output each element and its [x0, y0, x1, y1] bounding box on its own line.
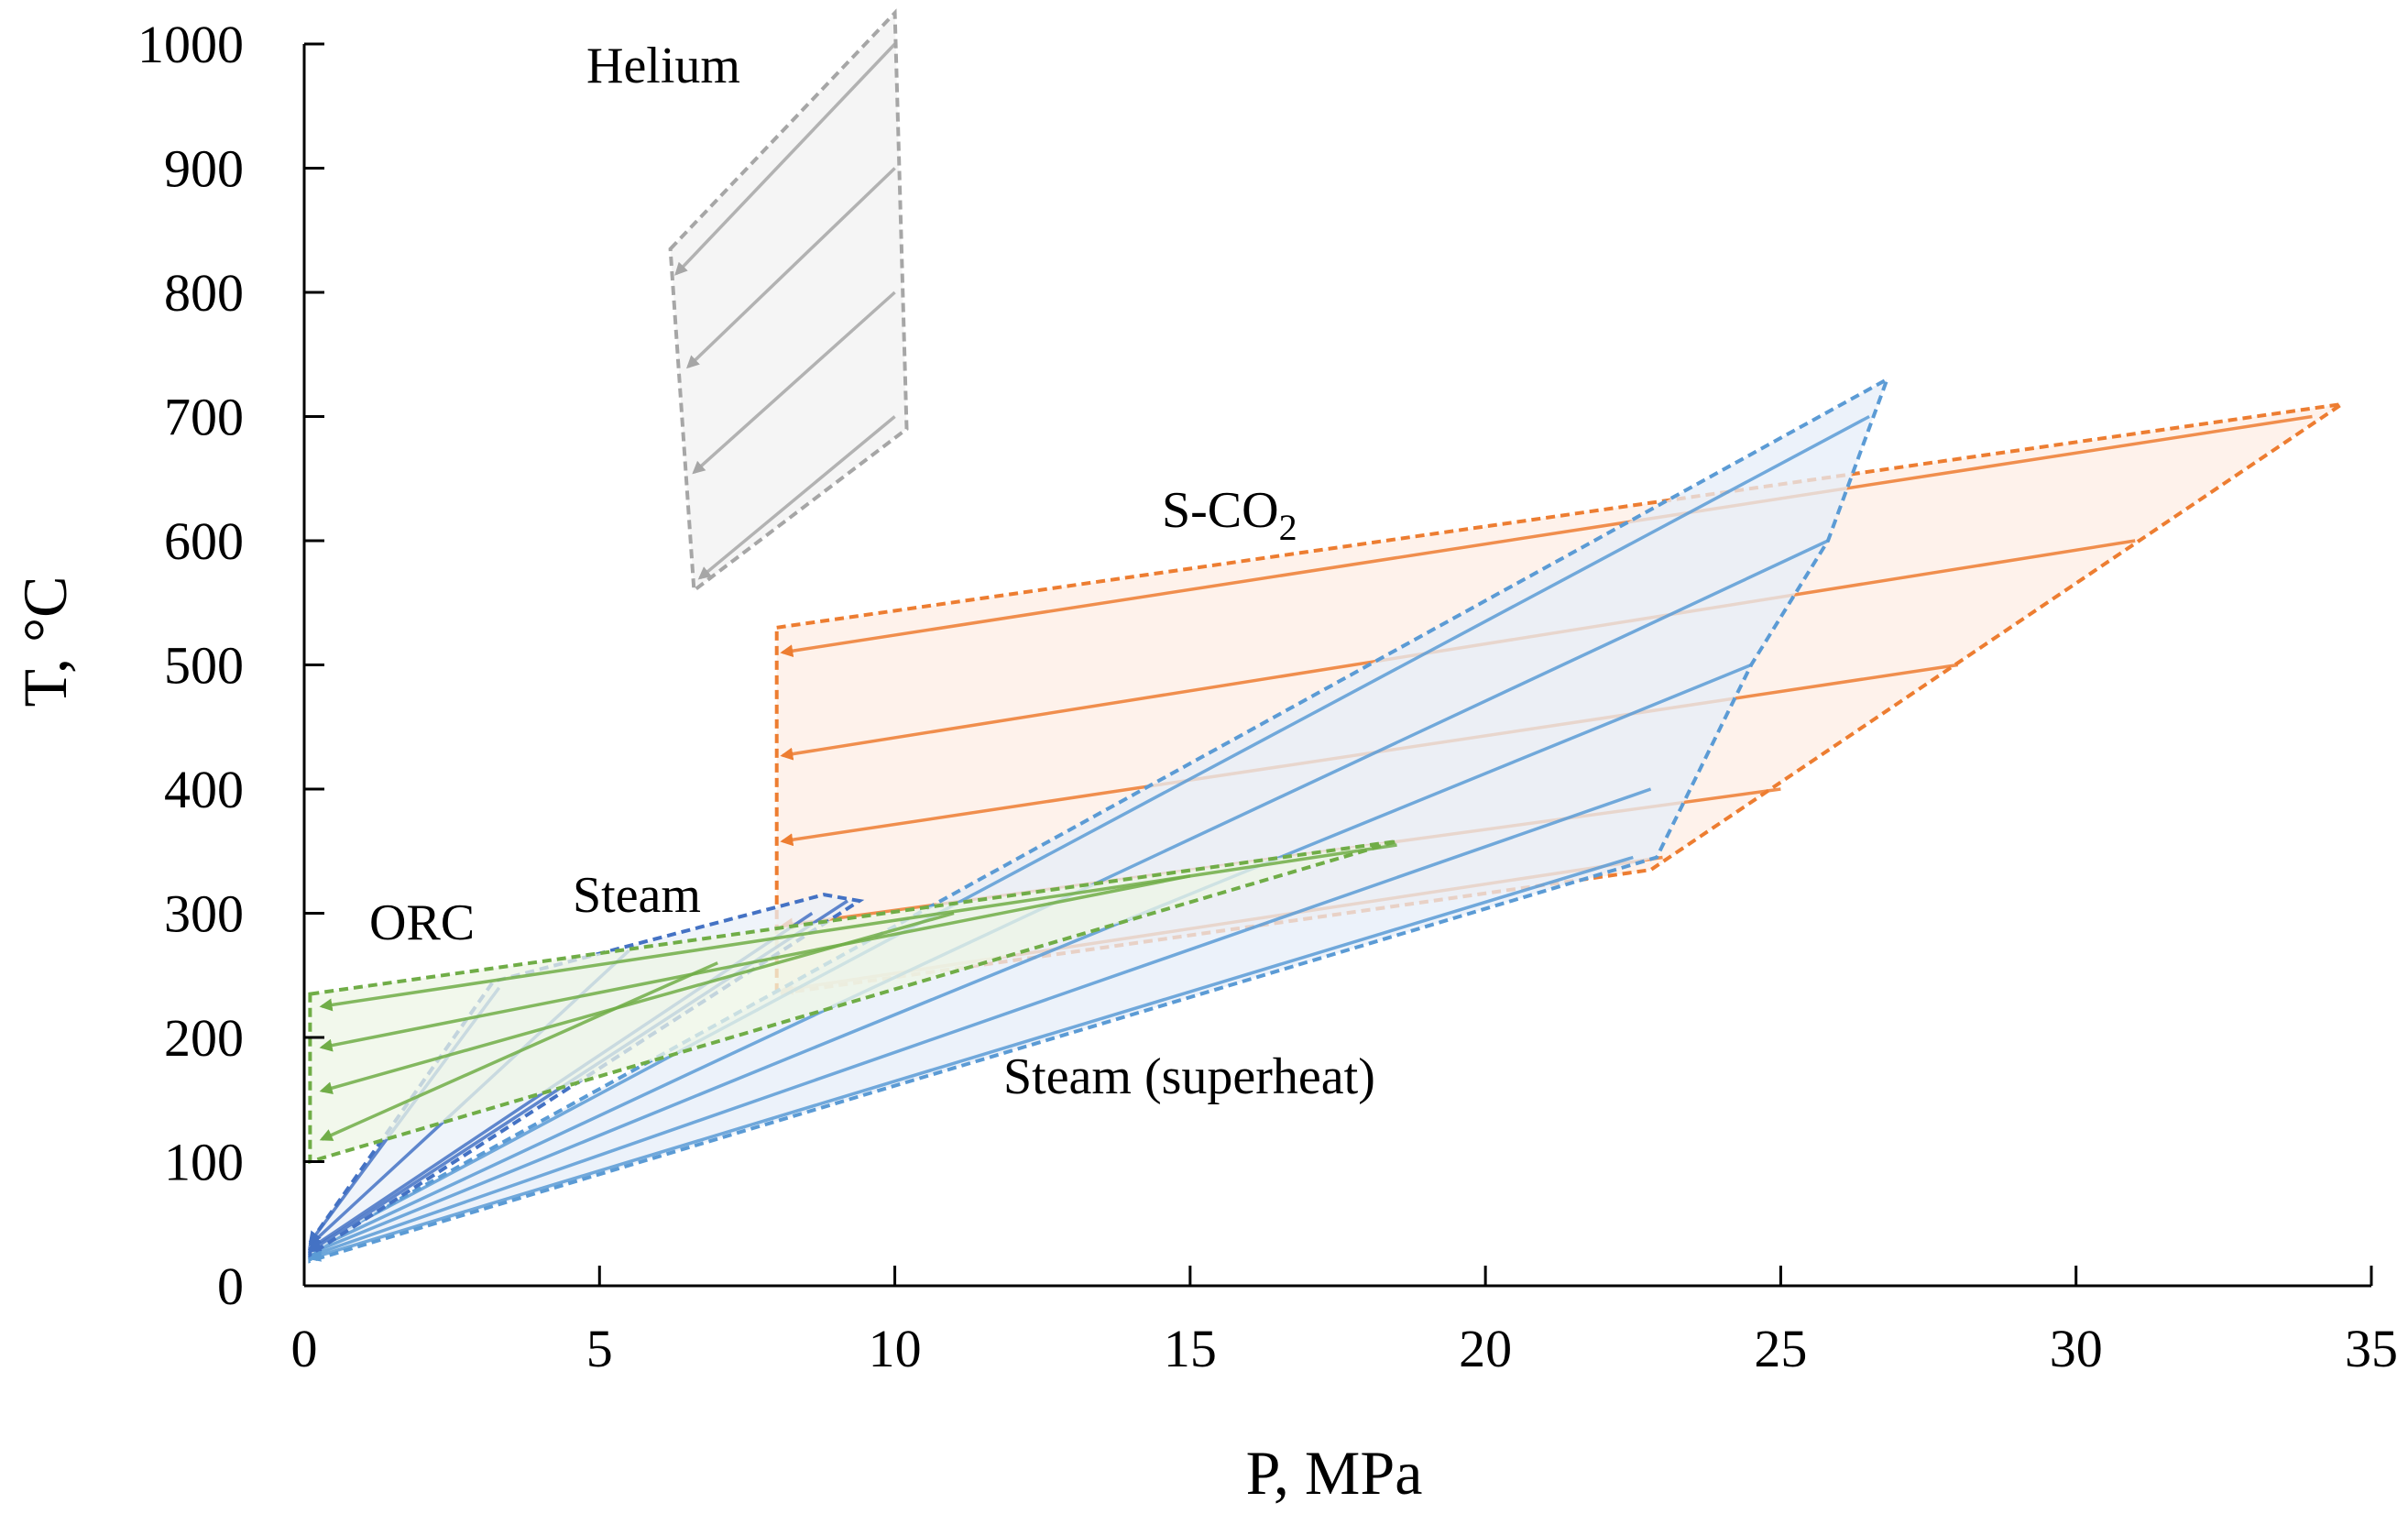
- steam-label: Steam: [573, 867, 701, 924]
- region-labels: Helium S-CO2 Steam (superheat) Steam ORC: [369, 38, 1375, 1105]
- x-tick-label: 25: [1754, 1319, 1807, 1378]
- steam-superheat-path-5: [307, 855, 1634, 1262]
- helium-path-2: [685, 167, 896, 369]
- steam-superheat-envelope: [308, 375, 1891, 1264]
- orc-label: ORC: [369, 894, 475, 951]
- helium-path-4: [697, 415, 896, 580]
- plot-regions: [307, 8, 2343, 1264]
- x-tick-label: 35: [2345, 1319, 2398, 1378]
- y-tick-label: 600: [164, 511, 244, 571]
- steam-superheat-path-4: [307, 787, 1652, 1259]
- steam-superheat-path-3: [307, 663, 1752, 1256]
- y-tick-label: 400: [164, 760, 244, 819]
- y-axis-title: T, °C: [10, 576, 80, 707]
- helium-path-3: [692, 291, 896, 475]
- orc-path-2: [319, 874, 1191, 1052]
- y-tick-label: 1000: [137, 15, 244, 74]
- orc-region: [308, 839, 1398, 1165]
- x-tick-label: 15: [1164, 1319, 1217, 1378]
- y-tick-label: 800: [164, 263, 244, 323]
- helium-label: Helium: [586, 38, 740, 94]
- orc-path-4: [319, 961, 718, 1141]
- s-co2-path-1: [780, 414, 2313, 658]
- s-co2-label: S-CO2: [1162, 482, 1297, 548]
- y-tick-label: 700: [164, 388, 244, 447]
- y-tick-label: 900: [164, 139, 244, 199]
- steam-superheat-label: Steam (superheat): [1003, 1048, 1375, 1105]
- y-tick-label: 0: [217, 1256, 244, 1316]
- steam-superheat-path-1: [307, 414, 1870, 1250]
- orc-envelope: [308, 839, 1398, 1165]
- orc-path-3: [319, 911, 955, 1095]
- y-tick-label: 100: [164, 1133, 244, 1192]
- helium-region: [668, 8, 909, 595]
- steam-superheat-region: [307, 375, 1891, 1264]
- x-tick-label: 5: [586, 1319, 613, 1378]
- y-tick-label: 200: [164, 1008, 244, 1068]
- x-tick-label: 10: [869, 1319, 922, 1378]
- y-tick-label: 500: [164, 636, 244, 696]
- helium-envelope: [668, 8, 909, 595]
- y-tick-label: 300: [164, 884, 244, 944]
- x-axis-title: P, MPa: [1246, 1438, 1423, 1508]
- orc-path-1: [319, 843, 1397, 1012]
- x-tick-label: 0: [291, 1319, 318, 1378]
- helium-path-1: [674, 42, 896, 276]
- x-tick-label: 20: [1459, 1319, 1512, 1378]
- x-tick-label: 30: [2050, 1319, 2103, 1378]
- axes: 0 5 10 15 20 25 30 35 0 100 200 300 400 500 600 700 800 9…: [137, 15, 2398, 1378]
